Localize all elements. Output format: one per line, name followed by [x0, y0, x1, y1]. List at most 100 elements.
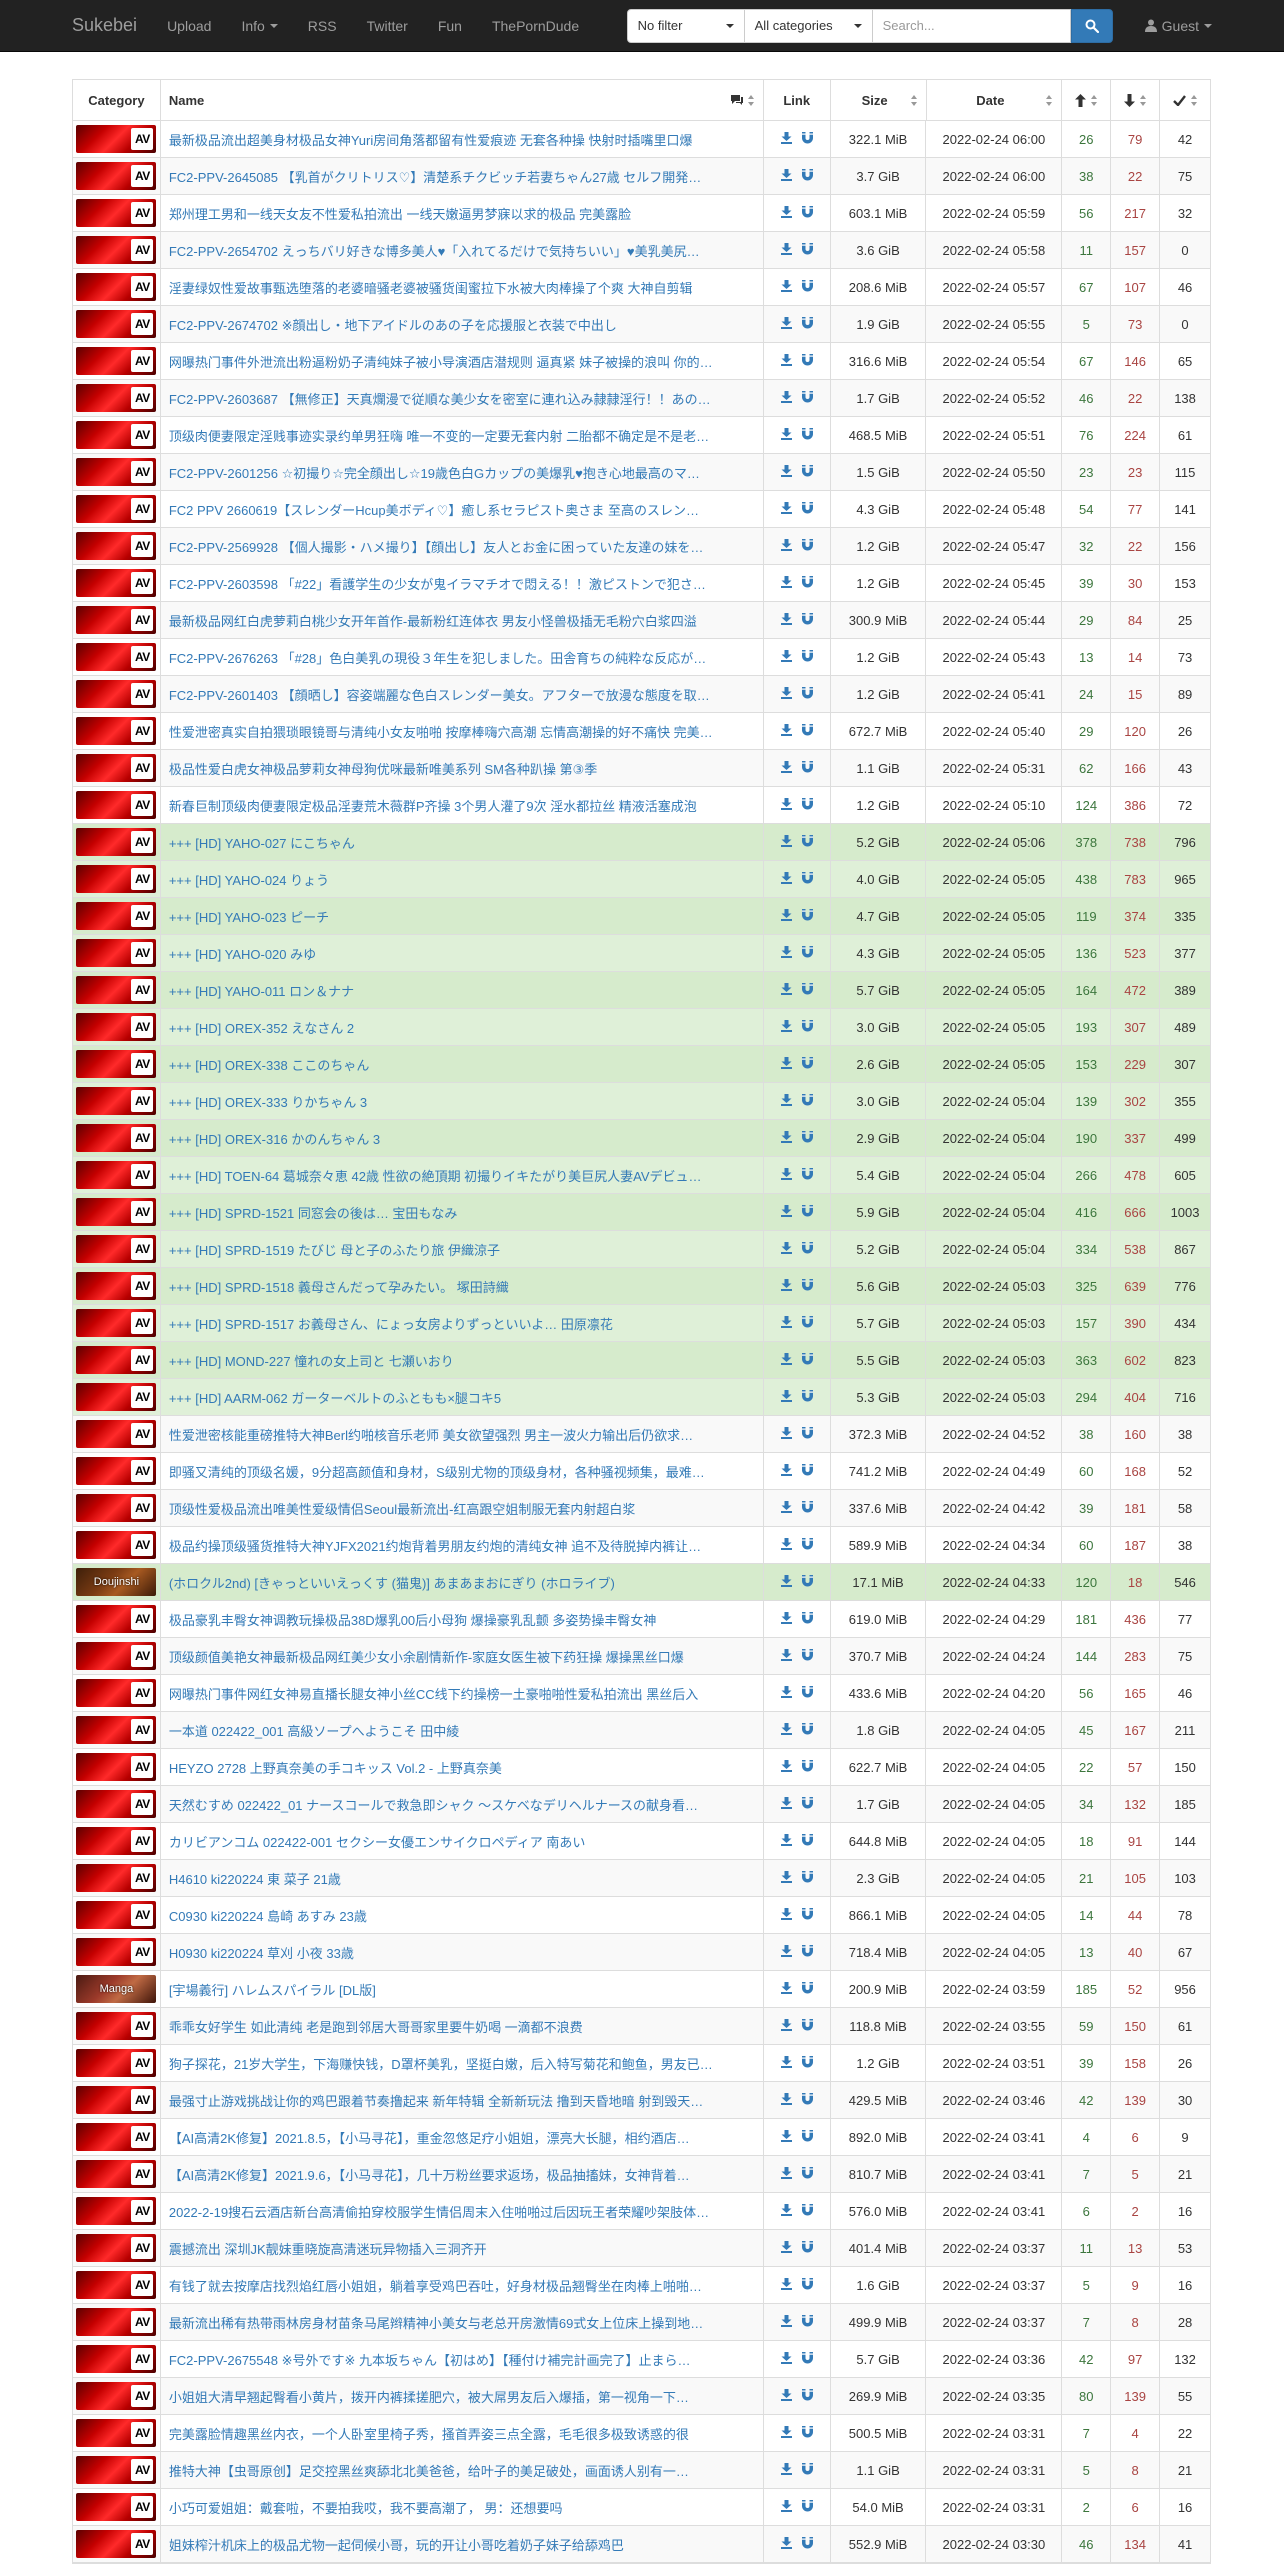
category-badge[interactable]: AV [76, 125, 157, 153]
torrent-title-link[interactable]: +++ [HD] OREX-333 りかちゃん 3 [168, 1094, 368, 1110]
nav-fun-link[interactable]: Fun [437, 17, 462, 34]
filter-select[interactable]: No filter [626, 8, 745, 43]
category-badge[interactable]: AV [76, 2382, 157, 2410]
category-badge[interactable]: AV [76, 791, 157, 819]
magnet-icon[interactable] [801, 390, 813, 406]
category-badge[interactable]: AV [76, 1642, 157, 1670]
magnet-icon[interactable] [801, 1981, 813, 1997]
category-badge[interactable]: AV [76, 2086, 157, 2114]
torrent-title-link[interactable]: 网曝热门事件外泄流出粉逼粉奶子清纯妹子被小导演酒店潜规则 逼真紧 妹子被操的浪叫… [168, 354, 713, 370]
header-category[interactable]: Category [73, 80, 161, 120]
magnet-icon[interactable] [801, 1241, 813, 1257]
download-icon[interactable] [780, 1167, 792, 1183]
torrent-title-link[interactable]: 推特大神【虫哥原创】足交控黑丝爽舔北北美爸爸，给叶子的美足破处，画面诱人别有一… [168, 2463, 689, 2479]
category-badge[interactable]: AV [76, 680, 157, 708]
torrent-title-link[interactable]: 最新流出稀有热带雨林房身材苗条马尾辫精神小美女与老总开房激情69式女上位床上操到… [168, 2315, 704, 2331]
download-icon[interactable] [780, 2314, 792, 2330]
magnet-icon[interactable] [801, 2536, 813, 2552]
download-icon[interactable] [780, 1981, 792, 1997]
category-badge[interactable]: AV [76, 458, 157, 486]
download-icon[interactable] [780, 390, 792, 406]
download-icon[interactable] [780, 2351, 792, 2367]
torrent-title-link[interactable]: FC2-PPV-2674702 ※顔出し・地下アイドルのあの子を応援服と衣装で中… [168, 317, 617, 333]
category-badge[interactable]: AV [76, 1050, 157, 1078]
category-badge[interactable]: AV [76, 902, 157, 930]
download-icon[interactable] [780, 2203, 792, 2219]
nav-upload-link[interactable]: Upload [167, 17, 212, 34]
magnet-icon[interactable] [801, 1907, 813, 1923]
download-icon[interactable] [780, 538, 792, 554]
category-badge[interactable]: AV [76, 1901, 157, 1929]
category-badge[interactable]: AV [76, 1605, 157, 1633]
category-badge[interactable]: AV [76, 606, 157, 634]
download-icon[interactable] [780, 908, 792, 924]
torrent-title-link[interactable]: 即骚又清纯的顶级名媛，9分超高颜值和身材，S级别尤物的顶级身材，各种骚视频集，最… [168, 1464, 705, 1480]
category-badge[interactable]: AV [76, 2419, 157, 2447]
magnet-icon[interactable] [801, 168, 813, 184]
category-badge[interactable]: AV [76, 162, 157, 190]
magnet-icon[interactable] [801, 1500, 813, 1516]
torrent-title-link[interactable]: 姐妹榨汁机床上的极品尤物一起伺候小哥，玩的开让小哥吃着奶子妹子给舔鸡巴 [168, 2537, 624, 2553]
header-seeders[interactable] [1062, 80, 1112, 120]
torrent-title-link[interactable]: FC2-PPV-2603598 「#22」看護学生の少女が鬼イラマチオで悶える！… [168, 576, 706, 592]
torrent-title-link[interactable]: +++ [HD] YAHO-011 ロン＆ナナ [168, 983, 355, 999]
torrent-title-link[interactable]: 乖乖女好学生 如此清纯 老是跑到邻居大哥哥家里要牛奶喝 一滴都不浪费 [168, 2019, 583, 2035]
magnet-icon[interactable] [801, 982, 813, 998]
torrent-title-link[interactable]: 顶级肉便妻限定淫贱事迹实录约单男狂嗨 唯一不变的一定要无套内射 二胎都不确定是不… [168, 428, 710, 444]
torrent-title-link[interactable]: 最强寸止游戏挑战让你的鸡巴跟着节奏撸起来 新年特辑 全新新玩法 撸到天昏地暗 射… [168, 2093, 704, 2109]
category-badge[interactable]: AV [76, 199, 157, 227]
magnet-icon[interactable] [801, 316, 813, 332]
torrent-title-link[interactable]: 有钱了就去按摩店找烈焰红唇小姐姐，躺着享受鸡巴吞吐，好身材极品翘臀坐在肉棒上啪啪… [168, 2278, 702, 2294]
category-badge[interactable]: AV [76, 865, 157, 893]
category-badge[interactable]: AV [76, 939, 157, 967]
torrent-title-link[interactable]: 极品性爱白虎女神极品萝莉女神母狗优咪最新唯美系列 SM各种趴操 第③季 [168, 761, 598, 777]
torrent-title-link[interactable]: +++ [HD] YAHO-020 みゆ [168, 946, 317, 962]
category-badge[interactable]: AV [76, 976, 157, 1004]
category-badge[interactable]: AV [76, 1309, 157, 1337]
torrent-title-link[interactable]: 淫妻绿奴性爱故事甄选堕落的老婆暗骚老婆被骚货闺蜜拉下水被大肉棒操了个爽 大神自剪… [168, 280, 693, 296]
brand-logo[interactable]: Sukebei [72, 15, 138, 35]
category-badge[interactable]: AV [76, 717, 157, 745]
torrent-title-link[interactable]: 最新极品流出超美身材极品女神Yuri房间角落都留有性爱痕迹 无套各种操 快射时插… [168, 132, 693, 148]
download-icon[interactable] [780, 945, 792, 961]
download-icon[interactable] [780, 1315, 792, 1331]
download-icon[interactable] [780, 1241, 792, 1257]
magnet-icon[interactable] [801, 1722, 813, 1738]
torrent-title-link[interactable]: 顶级性爱极品流出唯美性爱级情侣Seoul最新流出-红高跟空姐制服无套内射超白浆 [168, 1501, 636, 1517]
download-icon[interactable] [780, 1759, 792, 1775]
magnet-icon[interactable] [801, 1537, 813, 1553]
torrent-title-link[interactable]: +++ [HD] SPRD-1519 たびじ 母と子のふたり旅 伊織涼子 [168, 1242, 501, 1258]
torrent-title-link[interactable]: 小巧可爱姐姐：戴套啦，不要拍我哎，我不要高潮了， 男：还想要吗 [168, 2500, 563, 2516]
magnet-icon[interactable] [801, 723, 813, 739]
torrent-title-link[interactable]: FC2-PPV-2569928 【個人撮影・ハメ撮り】【顔出し】友人とお金に困っ… [168, 539, 704, 555]
torrent-title-link[interactable]: 顶级颜值美艳女神最新极品网红美少女小余剧情新作-家庭女医生被下药狂操 爆操黑丝口… [168, 1649, 684, 1665]
download-icon[interactable] [780, 1833, 792, 1849]
magnet-icon[interactable] [801, 2203, 813, 2219]
download-icon[interactable] [780, 871, 792, 887]
category-badge[interactable]: AV [76, 2456, 157, 2484]
magnet-icon[interactable] [801, 1019, 813, 1035]
download-icon[interactable] [780, 1426, 792, 1442]
magnet-icon[interactable] [801, 538, 813, 554]
category-badge[interactable]: AV [76, 2012, 157, 2040]
category-badge[interactable]: AV [76, 2234, 157, 2262]
category-badge[interactable]: AV [76, 2197, 157, 2225]
torrent-title-link[interactable]: C0930 ki220224 島崎 あすみ 23歳 [168, 1908, 367, 1924]
torrent-title-link[interactable]: HEYZO 2728 上野真奈美の手コキッス Vol.2 - 上野真奈美 [168, 1760, 502, 1776]
category-badge[interactable]: AV [76, 495, 157, 523]
download-icon[interactable] [780, 279, 792, 295]
download-icon[interactable] [780, 612, 792, 628]
category-badge[interactable]: AV [76, 1013, 157, 1041]
magnet-icon[interactable] [801, 1130, 813, 1146]
torrent-title-link[interactable]: +++ [HD] AARM-062 ガーターベルトのふともも×腿コキ5 [168, 1390, 502, 1406]
sort-icon[interactable] [1139, 94, 1147, 106]
torrent-title-link[interactable]: 【AI高清2K修复】2021.9.6，【小马寻花】，几十万粉丝要求返场，极品抽搐… [168, 2167, 690, 2183]
category-badge[interactable]: AV [76, 1827, 157, 1855]
download-icon[interactable] [780, 1056, 792, 1072]
category-badge[interactable]: AV [76, 1235, 157, 1263]
category-badge[interactable]: AV [76, 2160, 157, 2188]
download-icon[interactable] [780, 1019, 792, 1035]
sort-icon[interactable] [1090, 94, 1098, 106]
torrent-title-link[interactable]: 新春巨制顶级肉便妻限定极品淫妻荒木薇群P齐操 3个男人灌了9次 淫水都拉丝 精液… [168, 798, 697, 814]
torrent-title-link[interactable]: 郑州理工男和一线天女友不性爱私拍流出 一线天嫩逼男梦寐以求的极品 完美露脸 [168, 206, 632, 222]
